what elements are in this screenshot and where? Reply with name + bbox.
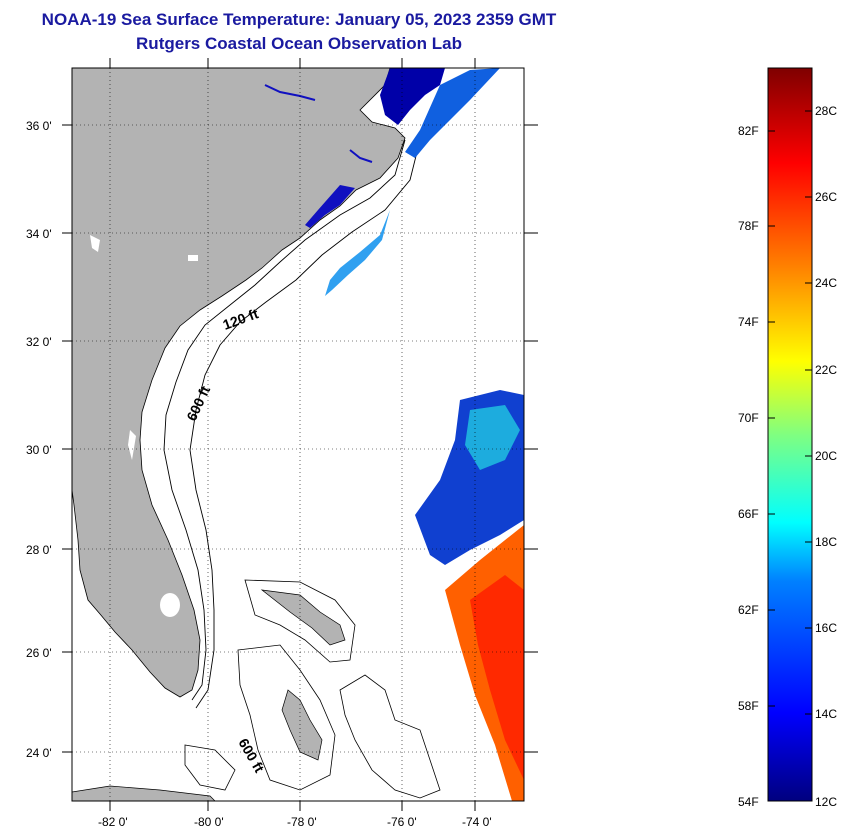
f-label: 62F [738,603,759,617]
contour-600ft [189,139,421,709]
c-label: 20C [815,449,837,463]
bahamas-contour-2 [237,644,336,791]
lake-shape-3 [128,430,136,460]
map-tick-marks [62,58,538,811]
f-label: 82F [738,124,759,138]
colorbar-gradient [767,67,813,802]
bahamas-contour-1 [244,579,356,663]
map-subtitle: Rutgers Coastal Ocean Observation Lab [136,34,462,53]
sst-patch-mid [325,210,390,296]
estuary-water [264,84,373,163]
nearshore-cold-water [380,68,445,125]
lake-shape-2 [90,235,100,252]
lon-label: -82 0' [98,815,128,829]
lake-shape [188,255,198,261]
colorbar: 82F 78F 74F 70F 66F 62F 58F 54F 28C 26C … [738,67,837,809]
c-label: 28C [815,104,837,118]
lon-label: -76 0' [387,815,417,829]
f-label: 74F [738,315,759,329]
c-label: 16C [815,621,837,635]
f-label: 54F [738,795,759,809]
colorbar-c-labels: 28C 26C 24C 22C 20C 18C 16C 14C 12C [815,104,837,809]
sst-swath-cyan [465,405,520,470]
colorbar-f-ticks [768,130,775,707]
bahamas-contour-4 [184,744,236,791]
c-label: 14C [815,707,837,721]
lat-label: 26 0' [26,646,52,660]
map-frame [71,67,525,802]
sst-swath-red [470,575,524,780]
c-label: 22C [815,363,837,377]
lat-label: 24 0' [26,746,52,760]
land-mass [72,68,406,698]
f-label: 70F [738,411,759,425]
lat-label: 30 0' [26,443,52,457]
bahamas-bank-3 [72,785,216,801]
c-label: 24C [815,276,837,290]
lat-label: 36 0' [26,119,52,133]
lake-okeechobee [160,593,180,617]
c-label: 18C [815,535,837,549]
f-label: 58F [738,699,759,713]
map-panel: 120 ft 600 ft 600 ft [72,68,524,801]
lon-label: -74 0' [462,815,492,829]
bahamas-bank-1 [260,589,346,646]
f-label: 78F [738,219,759,233]
colorbar-c-ticks [805,110,812,715]
c-label: 12C [815,795,837,809]
bahamas-contour-3 [339,674,441,799]
lon-label: -78 0' [287,815,317,829]
map-title: NOAA-19 Sea Surface Temperature: January… [41,10,557,29]
lat-labels: 36 0' 34 0' 32 0' 30 0' 28 0' 26 0' 24 0… [26,119,52,760]
lon-label: -80 0' [194,815,224,829]
sound-water [305,185,355,228]
lat-label: 32 0' [26,335,52,349]
c-label: 26C [815,190,837,204]
lat-gridlines [72,124,524,753]
lat-label: 34 0' [26,227,52,241]
bahamas-bank-2 [281,689,323,761]
lat-label: 28 0' [26,543,52,557]
colorbar-f-labels: 82F 78F 74F 70F 66F 62F 58F 54F [738,124,759,809]
f-label: 66F [738,507,759,521]
lon-labels: -82 0' -80 0' -78 0' -76 0' -74 0' [98,815,492,829]
sst-patch-north [405,68,500,158]
contour-120ft [163,139,406,701]
